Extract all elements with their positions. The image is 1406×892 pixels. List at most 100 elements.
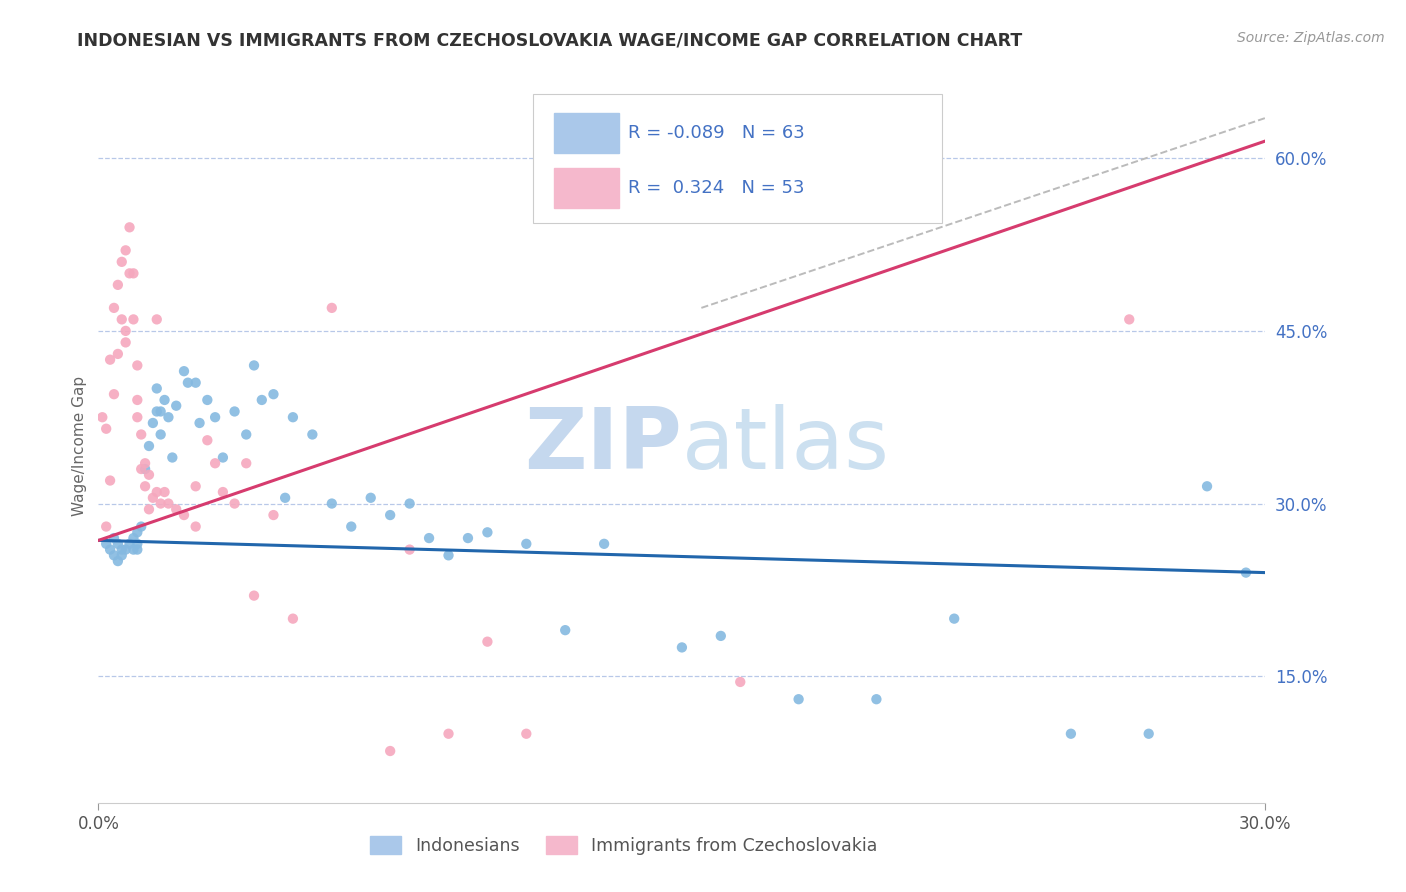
Y-axis label: Wage/Income Gap: Wage/Income Gap xyxy=(72,376,87,516)
Point xyxy=(281,410,304,425)
Point xyxy=(184,479,207,493)
Point xyxy=(224,497,246,511)
Point xyxy=(398,497,420,511)
Point xyxy=(360,491,382,505)
Point xyxy=(98,474,121,488)
Point xyxy=(212,450,235,465)
Point xyxy=(146,404,169,418)
Point xyxy=(1195,479,1218,493)
Point xyxy=(224,404,246,418)
Point xyxy=(96,537,118,551)
Point xyxy=(195,434,218,448)
Point xyxy=(122,266,145,280)
Point xyxy=(787,692,810,706)
Point xyxy=(593,537,616,551)
Point xyxy=(262,508,284,522)
Point xyxy=(321,497,343,511)
Point xyxy=(142,491,165,505)
Point xyxy=(235,427,257,442)
Point xyxy=(710,629,733,643)
Point xyxy=(127,542,149,557)
Point xyxy=(1060,727,1083,741)
Point xyxy=(96,422,118,436)
Point xyxy=(107,277,129,292)
Point xyxy=(129,427,152,442)
Text: INDONESIAN VS IMMIGRANTS FROM CZECHOSLOVAKIA WAGE/INCOME GAP CORRELATION CHART: INDONESIAN VS IMMIGRANTS FROM CZECHOSLOV… xyxy=(77,31,1022,49)
Point xyxy=(103,387,125,401)
Point xyxy=(165,502,187,516)
Point xyxy=(515,537,537,551)
Point xyxy=(515,727,537,741)
Point xyxy=(129,519,152,533)
Point xyxy=(146,381,169,395)
Point xyxy=(188,416,211,430)
Point xyxy=(98,542,121,557)
Point xyxy=(142,416,165,430)
Point xyxy=(157,497,180,511)
Point xyxy=(671,640,693,655)
Point xyxy=(114,335,136,350)
Point xyxy=(262,387,284,401)
Text: ZIP: ZIP xyxy=(524,404,682,488)
Text: atlas: atlas xyxy=(682,404,890,488)
Point xyxy=(398,542,420,557)
Point xyxy=(118,537,141,551)
Point xyxy=(437,549,460,563)
FancyBboxPatch shape xyxy=(533,95,942,223)
Point xyxy=(173,364,195,378)
Point xyxy=(165,399,187,413)
Point xyxy=(149,497,172,511)
Point xyxy=(138,467,160,482)
Point xyxy=(153,392,176,407)
Point xyxy=(380,744,402,758)
Point xyxy=(243,589,266,603)
Point xyxy=(162,450,184,465)
Point xyxy=(301,427,323,442)
Point xyxy=(157,410,180,425)
Point xyxy=(134,462,156,476)
Point xyxy=(114,542,136,557)
Point xyxy=(437,727,460,741)
Point xyxy=(1137,727,1160,741)
Point xyxy=(111,549,134,563)
Point xyxy=(122,312,145,326)
Point xyxy=(111,542,134,557)
Point xyxy=(127,537,149,551)
FancyBboxPatch shape xyxy=(554,112,619,153)
Point xyxy=(134,456,156,470)
Point xyxy=(177,376,200,390)
Point xyxy=(127,359,149,373)
Point xyxy=(149,404,172,418)
Point xyxy=(865,692,887,706)
Point xyxy=(250,392,273,407)
Point xyxy=(340,519,363,533)
Point xyxy=(118,220,141,235)
Point xyxy=(943,612,966,626)
Point xyxy=(204,410,226,425)
Point xyxy=(127,410,149,425)
Point xyxy=(1118,312,1140,326)
Point xyxy=(554,623,576,637)
Point xyxy=(103,549,125,563)
Point xyxy=(138,439,160,453)
Point xyxy=(91,410,114,425)
Point xyxy=(134,479,156,493)
Point xyxy=(281,612,304,626)
Point xyxy=(184,519,207,533)
Text: R =  0.324   N = 53: R = 0.324 N = 53 xyxy=(628,179,804,197)
Point xyxy=(212,485,235,500)
Point xyxy=(195,392,218,407)
Point xyxy=(730,675,752,690)
Point xyxy=(103,301,125,315)
Point xyxy=(107,554,129,568)
Point xyxy=(477,634,499,648)
Point xyxy=(149,427,172,442)
Point xyxy=(122,531,145,545)
Point xyxy=(1234,566,1257,580)
Point xyxy=(204,456,226,470)
Point xyxy=(173,508,195,522)
Point xyxy=(96,519,118,533)
Point xyxy=(127,525,149,540)
Point xyxy=(107,347,129,361)
Point xyxy=(129,462,152,476)
